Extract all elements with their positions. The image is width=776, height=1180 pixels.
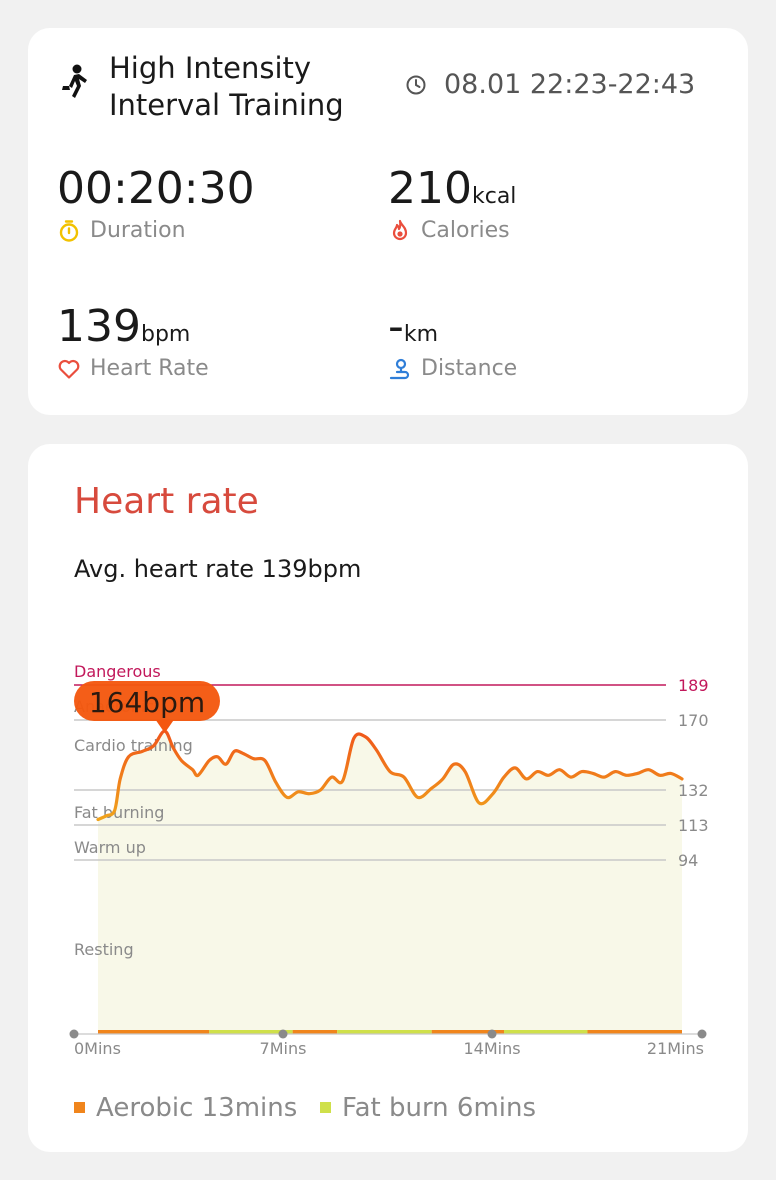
zone-label-warm-up: Warm up [74, 838, 146, 857]
heart-rate-title: Heart rate [74, 481, 259, 522]
x-tick-label-21Mins: 21Mins [647, 1039, 704, 1058]
calories-metric: 210kcal Calories [388, 163, 517, 244]
x-tick-dot [278, 1029, 288, 1039]
activity-name: High Intensity Interval Training [109, 50, 399, 124]
heart-rate-area-fill [98, 731, 682, 1034]
distance-metric: -km Distance [388, 301, 517, 382]
flame-icon [392, 219, 408, 241]
zone-label-resting: Resting [74, 940, 134, 959]
peak-tooltip-text: 164bpm [89, 686, 205, 719]
heart-rate-label: Heart Rate [90, 356, 209, 381]
y-tick-label-132: 132 [678, 781, 709, 800]
x-tick-dot [697, 1029, 707, 1039]
legend-fat-burn-label: Fat burn 6mins [342, 1093, 537, 1123]
y-tick-label-189: 189 [678, 676, 709, 695]
location-pin-icon [389, 358, 410, 380]
workout-time-range: 08.01 22:23-22:43 [444, 69, 696, 100]
y-tick-label-113: 113 [678, 816, 709, 835]
stopwatch-icon [59, 220, 79, 242]
zone-label-cardio-training: Cardio training [74, 736, 193, 755]
x-tick-label-7Mins: 7Mins [260, 1039, 307, 1058]
duration-metric: 00:20:30 Duration [57, 163, 255, 244]
duration-label: Duration [90, 218, 186, 243]
y-tick-label-170: 170 [678, 711, 709, 730]
heart-rate-card: Heart rate Avg. heart rate 139bpm Danger… [28, 444, 748, 1152]
x-tick-label-14Mins: 14Mins [463, 1039, 520, 1058]
heart-rate-metric: 139bpm Heart Rate [57, 301, 209, 382]
calories-unit: kcal [471, 184, 517, 209]
zone-label-fat-burning: Fat burning [74, 803, 164, 822]
clock-icon [406, 75, 426, 95]
x-tick-label-0Mins: 0Mins [74, 1039, 121, 1058]
distance-value: - [388, 301, 404, 352]
heart-rate-value: 139 [57, 301, 141, 352]
heart-icon [58, 359, 80, 379]
average-heart-rate: Avg. heart rate 139bpm [74, 555, 362, 583]
activity-name-line2: Interval Training [109, 88, 344, 122]
calories-value: 210 [388, 163, 472, 214]
y-tick-label-94: 94 [678, 851, 698, 870]
activity-name-line1: High Intensity [109, 51, 312, 85]
distance-unit: km [403, 322, 439, 347]
peak-tooltip-bubble [74, 681, 220, 721]
legend-aerobic-label: Aerobic 13mins [96, 1093, 298, 1123]
aerobic-swatch [74, 1102, 85, 1113]
workout-summary-card: High Intensity Interval Training 08.01 2… [28, 28, 748, 415]
heart-rate-line [96, 729, 684, 822]
calories-label: Calories [421, 218, 510, 243]
x-tick-dot [69, 1029, 79, 1039]
duration-value: 00:20:30 [57, 163, 255, 214]
distance-label: Distance [421, 356, 518, 381]
x-tick-dot [487, 1029, 497, 1039]
zone-label-dangerous: Dangerous [74, 662, 161, 681]
peak-tooltip-pointer [155, 720, 174, 734]
running-person-icon [62, 64, 87, 98]
heart-rate-unit: bpm [140, 322, 191, 347]
fat-burn-swatch [320, 1102, 331, 1113]
